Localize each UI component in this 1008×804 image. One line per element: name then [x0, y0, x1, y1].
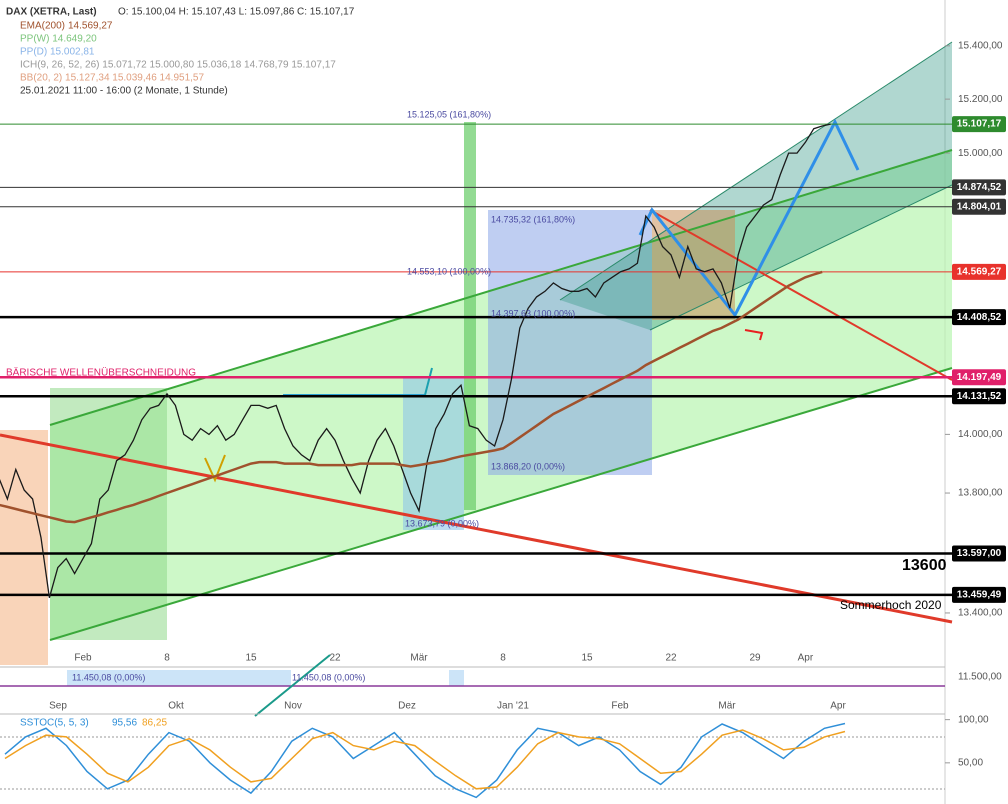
- level-label: 14.197,49: [957, 372, 1002, 383]
- month-label: Apr: [830, 701, 846, 712]
- month-label: Sep: [49, 701, 67, 712]
- texts: DAX (XETRA, Last) O: 15.100,04 H: 15.107…: [6, 7, 1002, 729]
- annotation: BÄRISCHE WELLENÜBERSCHNEIDUNG: [6, 367, 196, 379]
- level-label: 13.459,49: [957, 590, 1002, 601]
- series-line: [0, 123, 831, 598]
- trend-line: [254, 654, 331, 717]
- legend-title: DAX (XETRA, Last): [6, 7, 97, 18]
- x-tick-label: 22: [329, 653, 341, 664]
- level-label: 14.874,52: [957, 182, 1002, 193]
- series-line: [4, 722, 846, 799]
- legend-item: 25.01.2021 11:00 - 16:00 (2 Monate, 1 St…: [20, 86, 228, 97]
- level-label: 15.107,17: [957, 119, 1002, 130]
- x-tick-label: 8: [500, 653, 506, 664]
- fib-label: 14.553,10 (100,00%): [407, 266, 491, 276]
- month-label: Mär: [718, 701, 736, 712]
- x-tick-label: Mär: [410, 653, 428, 664]
- annotation: Sommerhoch 2020: [840, 598, 942, 612]
- arrow: [424, 367, 433, 396]
- level-label: 13.597,00: [957, 548, 1002, 559]
- box: [50, 388, 167, 640]
- x-tick-label: 15: [245, 653, 257, 664]
- trend-line: [649, 184, 953, 331]
- level-label-bg: [952, 388, 1006, 405]
- trend-line: [0, 433, 953, 624]
- level-label-bg: [952, 116, 1006, 133]
- x-tick-label: 29: [749, 653, 761, 664]
- y-tick-label: 14.000,00: [958, 429, 1003, 440]
- box: [449, 670, 464, 686]
- legend-item: PP(W) 14.649,20: [20, 34, 97, 45]
- series-line: [0, 270, 823, 524]
- legend-value: 95,56: [112, 718, 137, 729]
- month-label: Nov: [284, 701, 302, 712]
- series-line: [4, 729, 846, 790]
- x-tick-label: 22: [665, 653, 677, 664]
- fib-label: 13.673,79 (0,00%): [405, 518, 479, 528]
- y-tick-label: 15.400,00: [958, 40, 1003, 51]
- fib-label: 14.735,32 (161,80%): [491, 214, 575, 224]
- box: [403, 378, 464, 530]
- y-tick-label: 13.800,00: [958, 488, 1003, 499]
- level-label: 14.569,27: [957, 267, 1002, 278]
- legend-item: ICH(9, 26, 52, 26) 15.071,72 15.000,80 1…: [20, 60, 336, 71]
- month-label: Okt: [168, 701, 184, 712]
- level-label-bg: [952, 198, 1006, 215]
- box: [67, 670, 291, 686]
- fib-label: 13.868,20 (0,00%): [491, 461, 565, 471]
- legend-item: SSTOC(5, 5, 3): [20, 718, 89, 729]
- legend-item: BB(20, 2) 15.127,34 15.039,46 14.951,57: [20, 73, 204, 84]
- y-tick-label: 13.400,00: [958, 608, 1003, 619]
- legend-value: O: 15.100,04 H: 15.107,43 L: 15.097,86 C…: [118, 7, 355, 18]
- trend-line: [49, 149, 953, 426]
- data-layer: 15.400,00 15.200,00 15.000,00 14.000,00 13.8…: [0, 40, 1006, 799]
- y-tick-label: 15.000,00: [958, 148, 1003, 159]
- level-label: 14.804,01: [957, 201, 1002, 212]
- month-label: Dez: [398, 701, 416, 712]
- fib-label: 15.125,05 (161,80%): [407, 109, 491, 119]
- legend-value: 14.569,27: [68, 21, 113, 32]
- level-label-bg: [952, 586, 1006, 603]
- y-tick-label: 50,00: [958, 757, 983, 768]
- legend-item: PP(D) 15.002,81: [20, 47, 95, 58]
- arrow: [204, 454, 226, 483]
- month-label: Feb: [611, 701, 629, 712]
- x-tick-label: 8: [164, 653, 170, 664]
- x-tick-label: 15: [581, 653, 593, 664]
- y-tick-label: 15.200,00: [958, 94, 1003, 105]
- box: [488, 210, 652, 475]
- x-tick-label: Feb: [74, 653, 92, 664]
- legend-value: 86,25: [142, 718, 167, 729]
- legend-item: EMA(200): [20, 21, 65, 32]
- month-label: Jan '21: [497, 701, 529, 712]
- box: [0, 430, 48, 665]
- level-label-bg: [952, 179, 1006, 196]
- y-tick-label: 11.500,00: [958, 672, 1002, 683]
- overview-label: 11.450,08 (0,00%): [292, 672, 365, 682]
- x-tick-label: Apr: [798, 653, 814, 664]
- fib-label: 14.397,63 (100,00%): [491, 308, 575, 318]
- y-tick-label: 100,00: [958, 714, 989, 725]
- level-label: 14.408,52: [957, 312, 1002, 323]
- level-label-bg: [952, 545, 1006, 562]
- trend-line: [649, 209, 953, 381]
- trend-line: [559, 41, 953, 301]
- overview-label: 11.450,08 (0,00%): [72, 672, 145, 682]
- level-label-bg: [952, 263, 1006, 280]
- level-label: 14.131,52: [957, 391, 1002, 402]
- arrow: [744, 329, 764, 341]
- level-label-bg: [952, 309, 1006, 326]
- annotation: 13600: [902, 557, 947, 574]
- level-label-bg: [952, 369, 1006, 386]
